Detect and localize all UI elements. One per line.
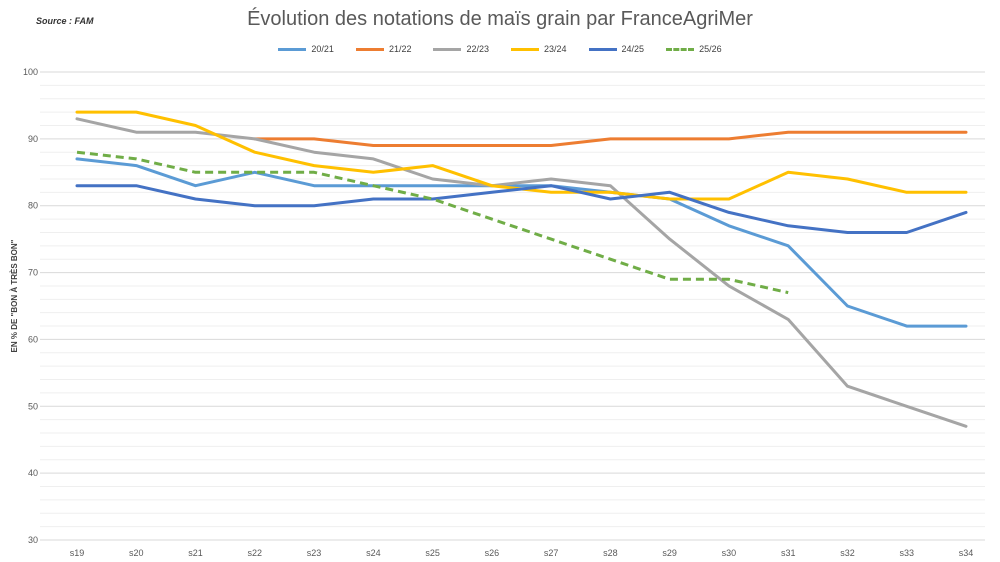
legend-label: 21/22 [388, 44, 412, 54]
x-tick-label: s28 [603, 548, 618, 558]
x-tick-label: s32 [840, 548, 855, 558]
y-tick-label: 90 [28, 134, 38, 144]
legend-label: 20/21 [311, 44, 334, 54]
legend-item: 22/23 [433, 44, 489, 54]
y-tick-label: 80 [28, 201, 38, 211]
legend-label: 22/23 [466, 44, 489, 54]
y-axis-label: EN % DE "BON À TRÈS BON" [10, 239, 19, 352]
y-tick-label: 50 [28, 401, 38, 411]
x-tick-label: s26 [485, 548, 500, 558]
legend-item: 25/26 [666, 44, 722, 54]
x-tick-label: s22 [248, 548, 263, 558]
legend-swatch [511, 47, 539, 51]
x-tick-label: s31 [781, 548, 796, 558]
legend-swatch [278, 47, 307, 51]
series-line-22-23 [75, 117, 968, 428]
x-tick-label: s29 [662, 548, 677, 558]
series-line-24-25 [75, 184, 968, 234]
series-line-20-21 [75, 157, 968, 328]
legend-label: 24/25 [621, 44, 645, 54]
x-tick-label: s23 [307, 548, 322, 558]
legend-swatch [666, 47, 695, 51]
y-tick-label: 60 [28, 334, 38, 344]
x-tick-label: s34 [959, 548, 974, 558]
legend-item: 24/25 [588, 44, 645, 54]
series-line-21-22 [253, 130, 968, 147]
series-line-25-26 [76, 150, 789, 295]
legend-swatch [355, 47, 384, 51]
legend-item: 21/22 [355, 44, 412, 54]
x-tick-label: s25 [425, 548, 440, 558]
x-tick-label: s33 [899, 548, 914, 558]
y-tick-label: 70 [28, 268, 38, 278]
x-tick-label: s30 [722, 548, 737, 558]
legend-item: 23/24 [511, 44, 567, 54]
y-tick-label: 30 [28, 535, 38, 545]
x-tick-label: s27 [544, 548, 559, 558]
chart-title: Évolution des notations de maïs grain pa… [247, 8, 753, 30]
legend-label: 25/26 [699, 44, 722, 54]
legend-swatch [433, 47, 462, 51]
y-tick-label: 40 [28, 468, 38, 478]
legend-swatch [588, 47, 617, 51]
y-tick-label: 100 [23, 67, 38, 77]
x-tick-label: s24 [366, 548, 381, 558]
x-tick-label: s21 [188, 548, 203, 558]
legend-item: 20/21 [278, 44, 334, 54]
x-tick-label: s20 [129, 548, 144, 558]
source-note: Source : FAM [36, 16, 94, 26]
x-tick-label: s19 [70, 548, 85, 558]
chart-legend: 20/21 21/22 22/23 23/24 24/25 25/26 [0, 44, 1000, 54]
legend-label: 23/24 [544, 44, 567, 54]
